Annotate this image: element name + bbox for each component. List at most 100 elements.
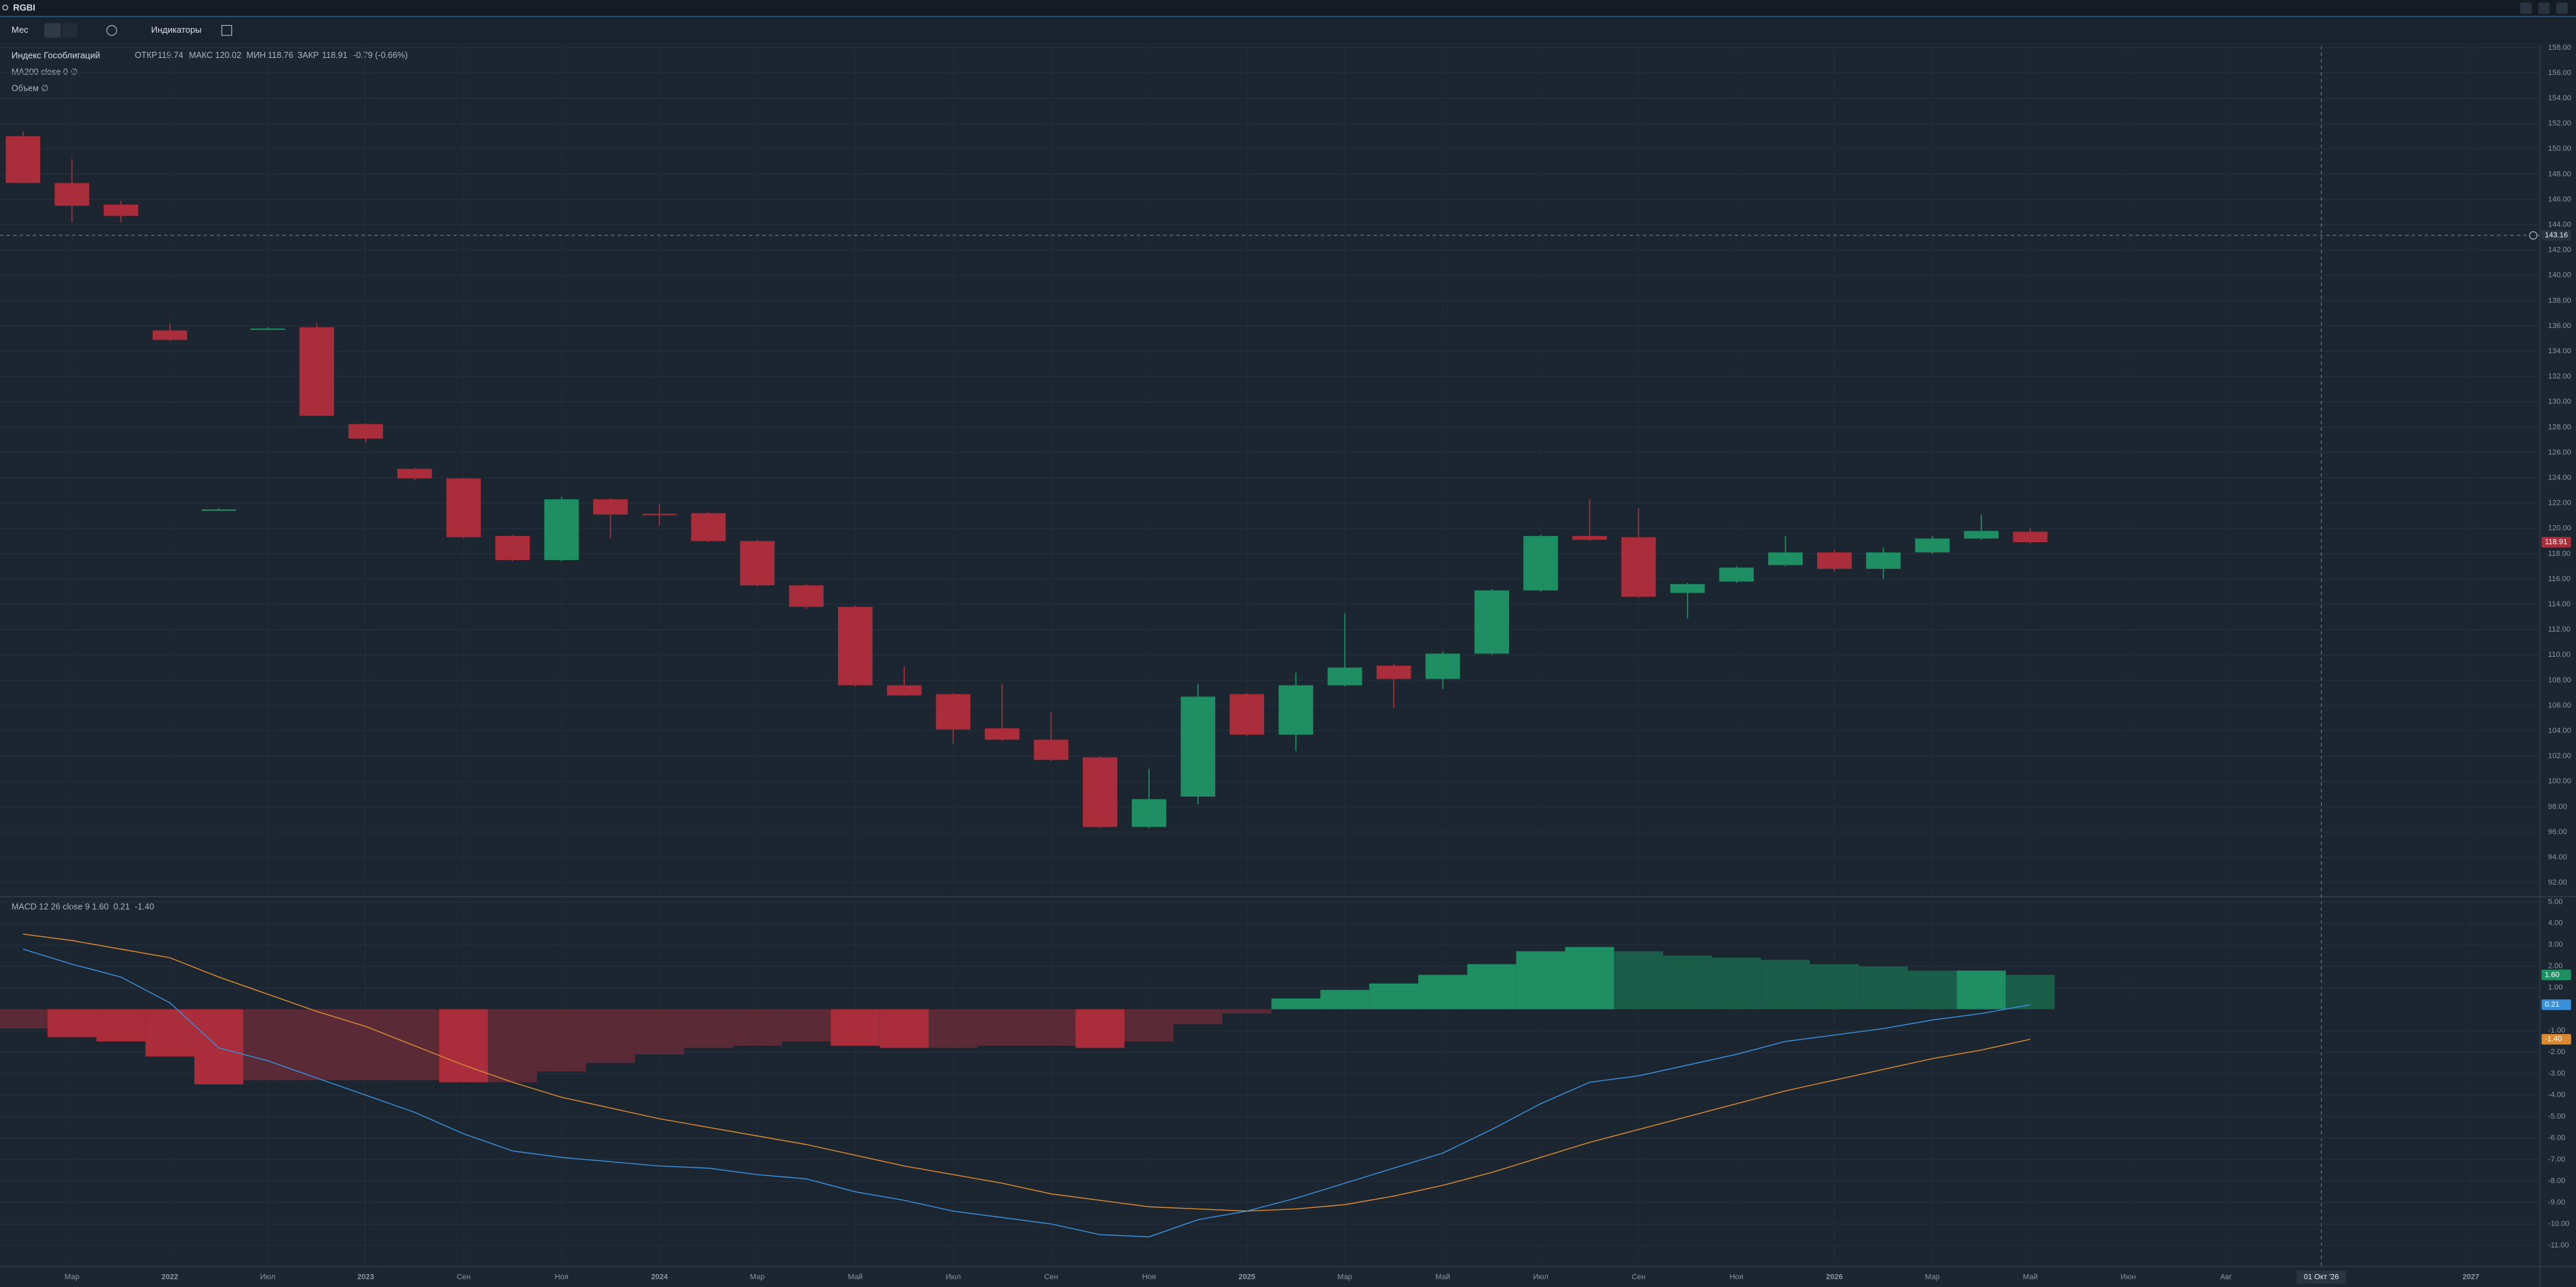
macd-legend[interactable]: MACD 12 26 close 9 [12, 902, 90, 912]
chart-type-button[interactable] [44, 23, 61, 38]
y-tick-label: -11.00 [2548, 1241, 2569, 1249]
histogram-bar [1026, 1009, 1076, 1046]
y-tick-label: 116.00 [2548, 575, 2571, 583]
candle-body [104, 204, 138, 216]
candle-body [1768, 552, 1803, 565]
histogram-bar [732, 1009, 782, 1046]
histogram-bar [1810, 964, 1859, 1009]
histogram-bar [341, 1009, 391, 1080]
symbol[interactable]: RGBI [13, 2, 35, 12]
y-tick-label: -3.00 [2548, 1069, 2565, 1078]
y-tick-label: -8.00 [2548, 1177, 2565, 1185]
legend-value: 118.76 [268, 50, 293, 60]
candle-body [1425, 653, 1461, 679]
legend-label: ОТКР [135, 50, 158, 60]
indicators-button[interactable]: Индикаторы [151, 25, 202, 35]
y-tick-label: 112.00 [2548, 625, 2571, 634]
volume-legend[interactable]: Объем ∅ [12, 83, 48, 93]
y-tick-label: 98.00 [2548, 803, 2567, 811]
ma-legend[interactable]: MA200 close 0 ∅ [12, 67, 78, 76]
y-tick-label: 148.00 [2548, 170, 2571, 178]
histogram-bar [96, 1009, 146, 1041]
macd-line [23, 948, 2031, 1238]
y-tick-label: 142.00 [2548, 246, 2571, 254]
y-tick-label: 108.00 [2548, 676, 2571, 684]
histogram-bar [1761, 960, 1810, 1009]
signal-line [23, 933, 2031, 1212]
candle-body [1719, 567, 1754, 582]
x-tick-label: Май [848, 1273, 863, 1281]
x-tick-label: 2027 [2462, 1273, 2479, 1281]
histogram-bar [1369, 983, 1419, 1009]
macd-legend-value: 0.21 [113, 902, 130, 912]
candle-body [1328, 667, 1362, 685]
x-tick-label: Мар [1925, 1273, 1940, 1281]
histogram-bar [880, 1009, 929, 1048]
candle-body [1964, 531, 1999, 539]
y-tick-label: 132.00 [2548, 372, 2571, 381]
histogram-bar [1614, 951, 1664, 1009]
signal-tag-label: -1.40 [2545, 1035, 2562, 1044]
histogram-bar [1711, 958, 1761, 1009]
y-tick-label: 158.00 [2548, 44, 2571, 52]
y-tick-label: 154.00 [2548, 94, 2571, 102]
y-tick-label: -9.00 [2548, 1198, 2565, 1207]
histogram-bar [1467, 964, 1516, 1009]
y-tick-label: 134.00 [2548, 347, 2571, 355]
histogram-bar [929, 1009, 978, 1048]
candle-body [446, 478, 481, 537]
signal-tag [2541, 1034, 2571, 1045]
x-tick-label: Мар [1338, 1273, 1353, 1281]
x-tick-label: Июл [1533, 1273, 1548, 1281]
x-tick-label: Мар [65, 1273, 80, 1281]
y-tick-label: 156.00 [2548, 69, 2571, 77]
layout-button[interactable] [221, 25, 233, 36]
candle-body [935, 694, 971, 730]
window-button[interactable] [2520, 2, 2532, 14]
x-tick-label: 2024 [651, 1273, 668, 1281]
histogram-bar [47, 1009, 97, 1037]
candle-body [2013, 531, 2048, 542]
y-tick-label: 100.00 [2548, 778, 2571, 786]
y-tick-label: 136.00 [2548, 322, 2571, 330]
toolbar [0, 18, 2576, 43]
bar-type-button[interactable] [62, 23, 78, 38]
window-button[interactable] [2538, 2, 2550, 14]
y-tick-label: 152.00 [2548, 119, 2571, 128]
x-tick-label: Май [1435, 1273, 1450, 1281]
search-icon[interactable] [2, 4, 8, 11]
y-tick-label: 106.00 [2548, 701, 2571, 709]
y-tick-label: -1.00 [2548, 1026, 2565, 1035]
histogram-bar [1222, 1009, 1272, 1014]
candle-body [593, 499, 628, 515]
add-button[interactable] [106, 25, 117, 36]
title-bar [0, 0, 2576, 17]
histogram-bar [0, 1009, 48, 1029]
histogram-bar [1859, 966, 1908, 1009]
candle-body [397, 469, 432, 479]
macd-tag [2541, 999, 2571, 1010]
candle-body [691, 513, 726, 542]
crosshair-price-label: 143.16 [2545, 231, 2568, 239]
candle-body [544, 499, 579, 561]
window-button[interactable] [2556, 2, 2568, 14]
candle-body [1376, 666, 1411, 679]
y-tick-label: 144.00 [2548, 221, 2571, 229]
histogram-bar [830, 1009, 880, 1046]
y-tick-label: 140.00 [2548, 271, 2571, 280]
candle-body [299, 327, 334, 416]
y-tick-label: 3.00 [2548, 941, 2563, 949]
histogram-bar [390, 1009, 440, 1080]
y-tick-label: -2.00 [2548, 1048, 2565, 1056]
x-tick-label: Ноя [554, 1273, 568, 1281]
histogram-bar [684, 1009, 733, 1048]
histogram-bar [1516, 951, 1566, 1009]
candle-body [5, 136, 41, 183]
hist-tag [2541, 969, 2571, 981]
timeframe[interactable]: Мес [12, 25, 29, 35]
last-price-tag [2541, 537, 2571, 548]
candle-body [1229, 694, 1265, 735]
y-tick-label: 94.00 [2548, 853, 2567, 861]
candle-body [1621, 537, 1656, 597]
